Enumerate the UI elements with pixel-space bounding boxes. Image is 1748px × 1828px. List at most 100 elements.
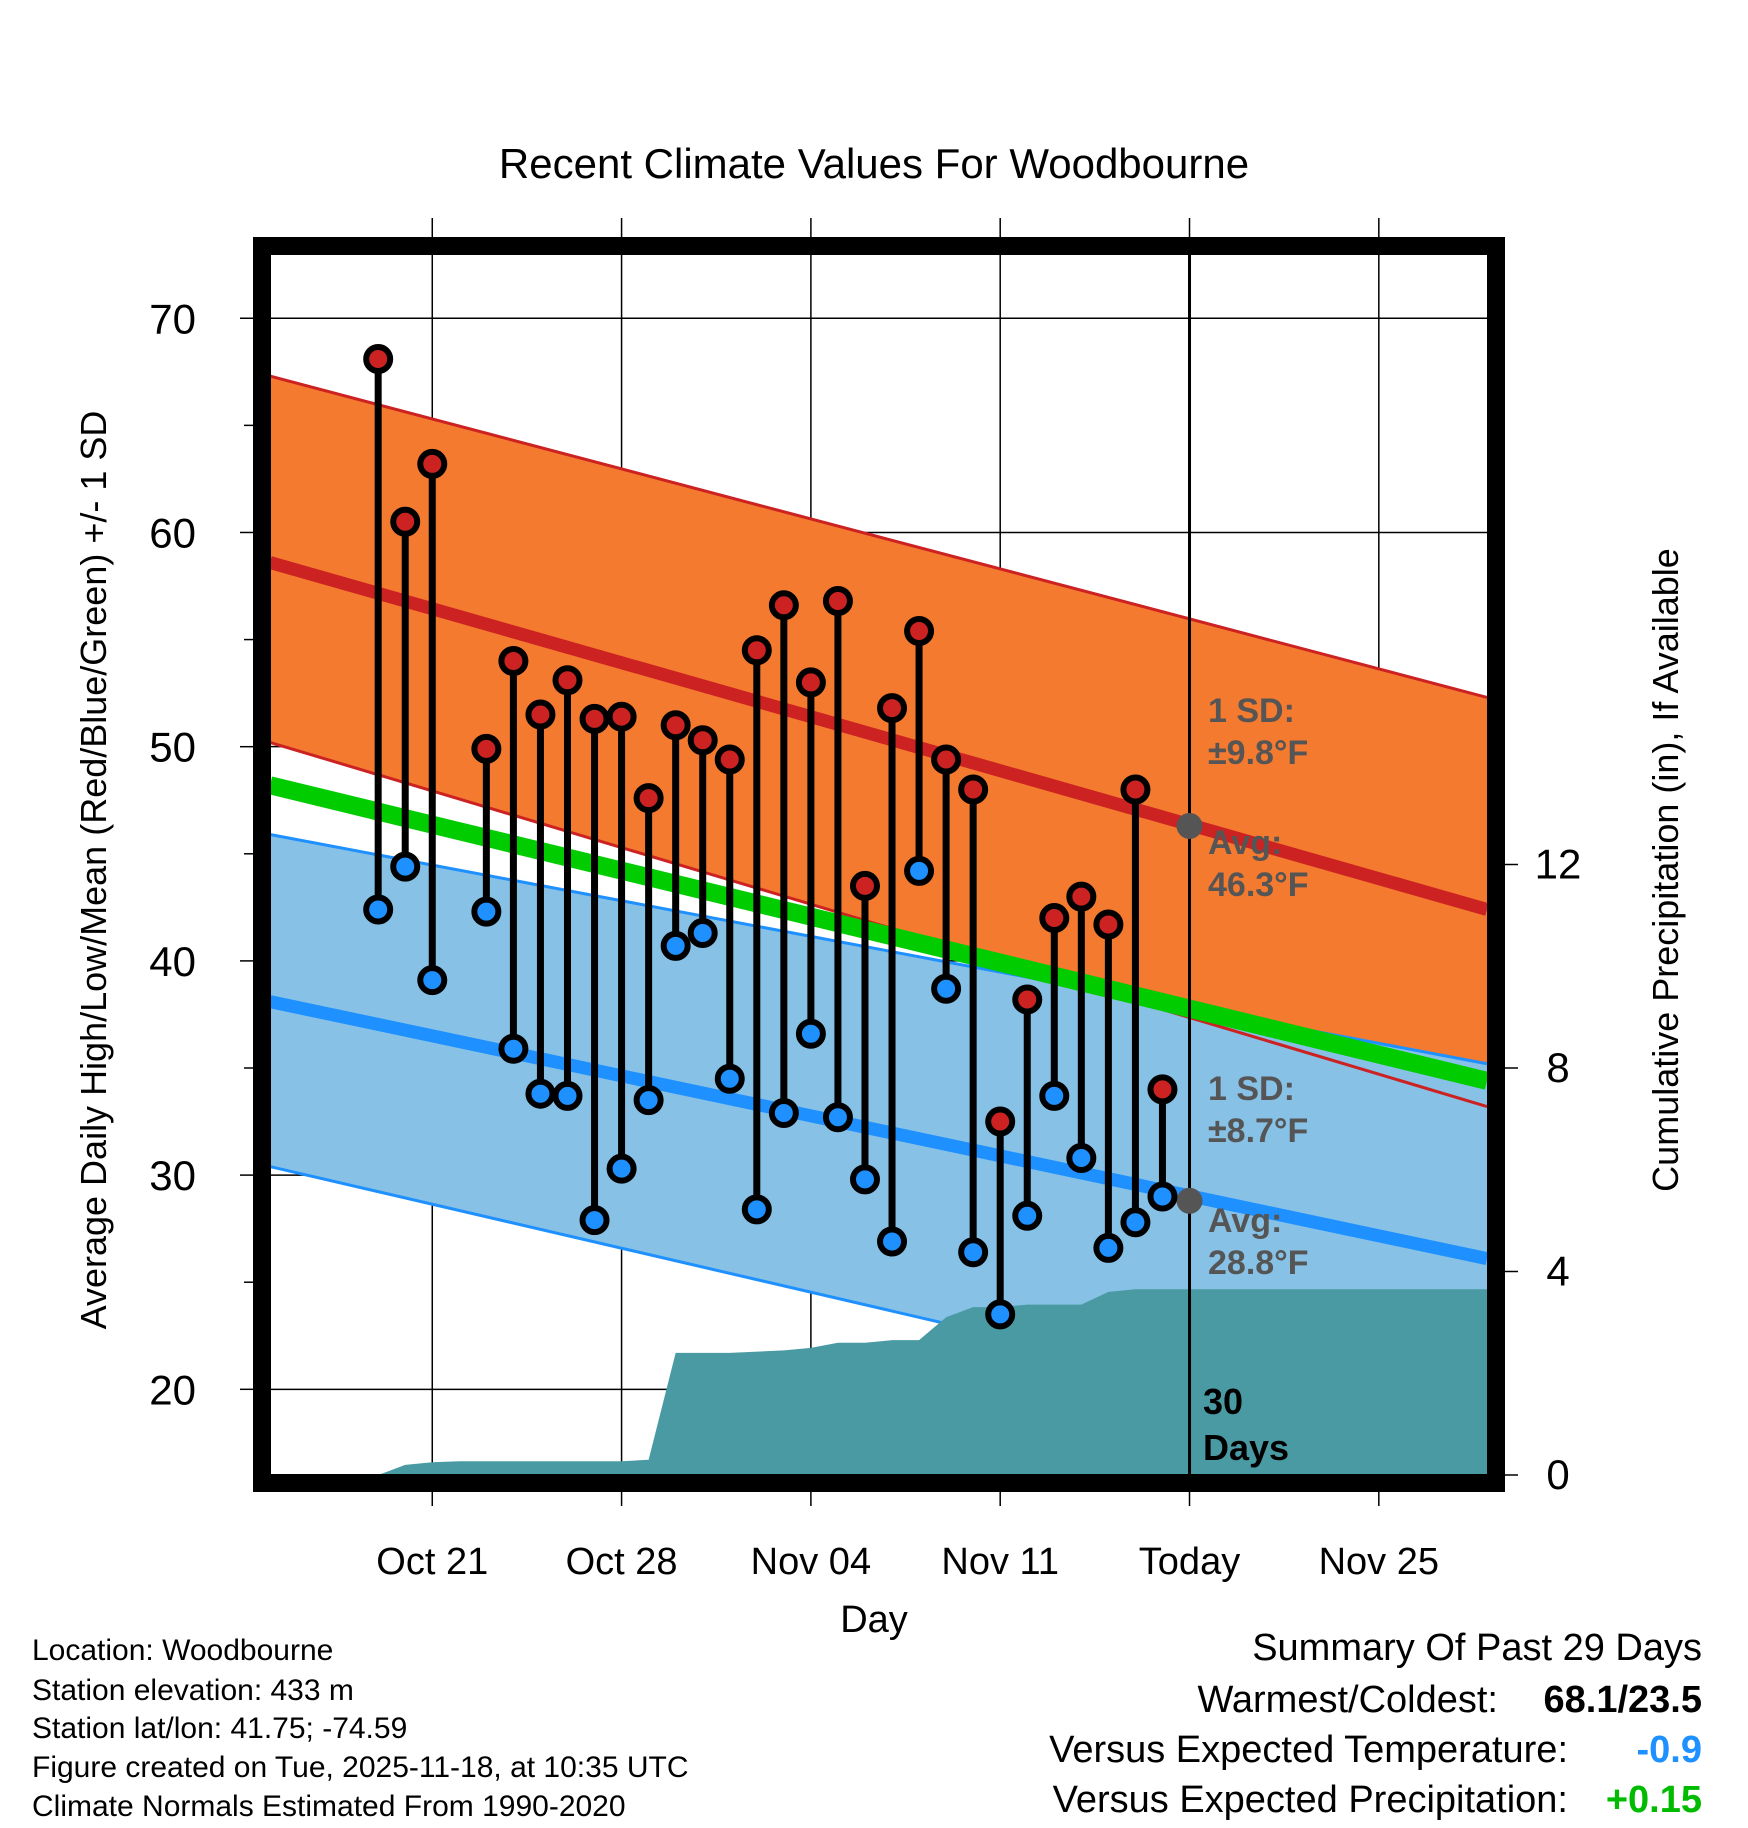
- y-tick-label-right-2: 8: [1546, 1044, 1569, 1091]
- summary-precip-value: +0.15: [1606, 1779, 1702, 1821]
- today-low-avg-marker: [1176, 1187, 1203, 1214]
- high-point-3: [471, 733, 502, 764]
- high-point-1: [390, 506, 421, 537]
- high-point-27: [1120, 774, 1151, 805]
- high-point-14: [768, 590, 799, 621]
- high-point-6: [552, 665, 583, 696]
- y-tick-label-right-0: 0: [1546, 1451, 1569, 1498]
- summary-title: Summary Of Past 29 Days: [1252, 1627, 1702, 1669]
- high-point-0: [363, 343, 394, 374]
- x-tick-label-0: Oct 21: [376, 1541, 488, 1583]
- low-avg-value: 28.8°F: [1208, 1244, 1309, 1282]
- low-point-13: [741, 1194, 772, 1225]
- low-point-11: [687, 918, 718, 949]
- precipitation-area: [351, 1289, 1488, 1475]
- summary-warm-cold-value: 68.1/23.5: [1544, 1679, 1702, 1721]
- high-point-19: [904, 616, 935, 647]
- low-point-14: [768, 1097, 799, 1128]
- high-upper-sd-line: [269, 374, 1488, 699]
- low-avg-label: Avg:: [1208, 1202, 1282, 1240]
- high-point-7: [579, 703, 610, 734]
- normal-bands: [267, 374, 1490, 1451]
- daily-range-bars: [374, 358, 1166, 1315]
- high-point-15: [795, 667, 826, 698]
- low-point-21: [958, 1237, 989, 1268]
- y-tick-label-left-5: 70: [149, 295, 196, 342]
- low-point-25: [1066, 1142, 1097, 1173]
- low-point-3: [471, 896, 502, 927]
- summary-temp-value: -0.9: [1637, 1729, 1702, 1771]
- axes: 20 30 40 50 60 70 0 4 8 12 Oct 21 Oct 28 Nov 04 Nov 1…: [149, 295, 1581, 1583]
- high-point-22: [985, 1106, 1016, 1137]
- high-point-11: [687, 725, 718, 756]
- high-point-partial-0: [1147, 1074, 1178, 1105]
- y-tick-label-left-0: 20: [149, 1366, 196, 1413]
- today-high-avg-marker: [1176, 812, 1203, 839]
- low-point-partial-0: [1147, 1181, 1178, 1212]
- normal-high-line: [268, 556, 1489, 916]
- precip-cumulative-area: [351, 1289, 1488, 1475]
- high-point-20: [931, 744, 962, 775]
- low-point-2: [417, 965, 448, 996]
- low-point-16: [822, 1102, 853, 1133]
- x-tick-label-4: Today: [1139, 1541, 1240, 1583]
- low-sd-label: 1 SD:: [1208, 1070, 1295, 1108]
- low-point-5: [525, 1078, 556, 1109]
- summary-precip-label: Versus Expected Precipitation:: [1053, 1779, 1568, 1821]
- station-info: Location: Woodbourne Station elevation: …: [32, 1634, 689, 1823]
- low-point-6: [552, 1080, 583, 1111]
- high-point-25: [1066, 881, 1097, 912]
- low-point-22: [985, 1299, 1016, 1330]
- y-tick-label-right-3: 12: [1535, 841, 1582, 888]
- summary-panel: Summary Of Past 29 Days Warmest/Coldest:…: [1049, 1627, 1702, 1821]
- low-point-12: [714, 1063, 745, 1094]
- x-tick-label-3: Nov 11: [941, 1541, 1059, 1583]
- low-point-17: [849, 1164, 880, 1195]
- summary-temp-label: Versus Expected Temperature:: [1049, 1729, 1568, 1771]
- low-point-26: [1093, 1232, 1124, 1263]
- low-point-9: [633, 1085, 664, 1116]
- y-tick-label-right-1: 4: [1546, 1248, 1569, 1295]
- high-point-13: [741, 635, 772, 666]
- high-point-24: [1039, 903, 1070, 934]
- footer-latlon: Station lat/lon: 41.75; -74.59: [32, 1712, 407, 1745]
- y-tick-label-left-4: 60: [149, 509, 196, 556]
- high-point-21: [958, 774, 989, 805]
- days-label-word: Days: [1203, 1427, 1289, 1468]
- footer-normals: Climate Normals Estimated From 1990-2020: [32, 1790, 626, 1823]
- y-tick-label-left-3: 50: [149, 724, 196, 771]
- high-avg-value: 46.3°F: [1208, 866, 1309, 904]
- low-point-7: [579, 1205, 610, 1236]
- low-point-15: [795, 1018, 826, 1049]
- y-axis-title-left: Average Daily High/Low/Mean (Red/Blue/Gr…: [73, 411, 114, 1330]
- footer-location: Location: Woodbourne: [32, 1634, 333, 1667]
- x-tick-label-2: Nov 04: [751, 1541, 871, 1583]
- footer-elevation: Station elevation: 433 m: [32, 1674, 354, 1707]
- low-point-23: [1012, 1200, 1043, 1231]
- low-point-10: [660, 930, 691, 961]
- high-point-18: [877, 693, 908, 724]
- footer-created: Figure created on Tue, 2025-11-18, at 10…: [32, 1751, 689, 1784]
- high-point-10: [660, 710, 691, 741]
- low-point-20: [931, 973, 962, 1004]
- high-point-8: [606, 701, 637, 732]
- low-point-0: [363, 894, 394, 925]
- high-point-9: [633, 783, 664, 814]
- y-tick-label-left-2: 40: [149, 938, 196, 985]
- low-point-19: [904, 855, 935, 886]
- high-sd-value: ±9.8°F: [1208, 734, 1308, 772]
- low-point-27: [1120, 1207, 1151, 1238]
- high-avg-label: Avg:: [1208, 824, 1282, 862]
- plot-frame: [253, 237, 1505, 1492]
- high-point-5: [525, 699, 556, 730]
- normal-mean-line: [267, 776, 1490, 1090]
- daily-points: [363, 343, 1178, 1330]
- high-point-4: [498, 646, 529, 676]
- x-tick-label-1: Oct 28: [566, 1541, 678, 1583]
- x-axis-title: Day: [840, 1599, 908, 1641]
- y-tick-label-left-1: 30: [149, 1152, 196, 1199]
- normal-low-line: [268, 995, 1489, 1266]
- days-label-number: 30: [1203, 1381, 1243, 1422]
- low-sd-value: ±8.7°F: [1208, 1112, 1308, 1150]
- summary-warm-cold-label: Warmest/Coldest:: [1197, 1679, 1498, 1721]
